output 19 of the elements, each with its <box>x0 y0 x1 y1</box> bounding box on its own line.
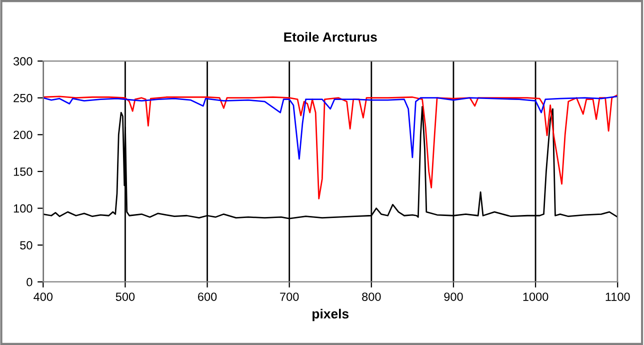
y-tick-label: 0 <box>26 278 32 286</box>
x-tick-label: 700 <box>280 292 299 301</box>
y-tick-label: 150 <box>14 168 32 176</box>
y-tick-label: 100 <box>14 204 32 213</box>
x-tick-label: 900 <box>444 292 463 301</box>
x-tick-label: 500 <box>116 292 135 301</box>
x-axis-title: pixels <box>312 308 349 322</box>
chart-title: Etoile Arcturus <box>284 32 377 42</box>
x-tick-label: 800 <box>362 292 381 301</box>
x-tick-label: 1100 <box>606 292 630 301</box>
y-tick-label: 250 <box>14 94 32 102</box>
line-series <box>43 96 618 160</box>
x-tick-label: 1000 <box>523 292 548 301</box>
y-tick-label: 300 <box>13 57 32 66</box>
y-tick-label: 200 <box>14 130 32 140</box>
x-tick-label: 600 <box>198 292 217 301</box>
x-tick-label: 400 <box>34 292 53 301</box>
line-series <box>43 94 618 200</box>
y-tick-label: 50 <box>20 241 32 250</box>
